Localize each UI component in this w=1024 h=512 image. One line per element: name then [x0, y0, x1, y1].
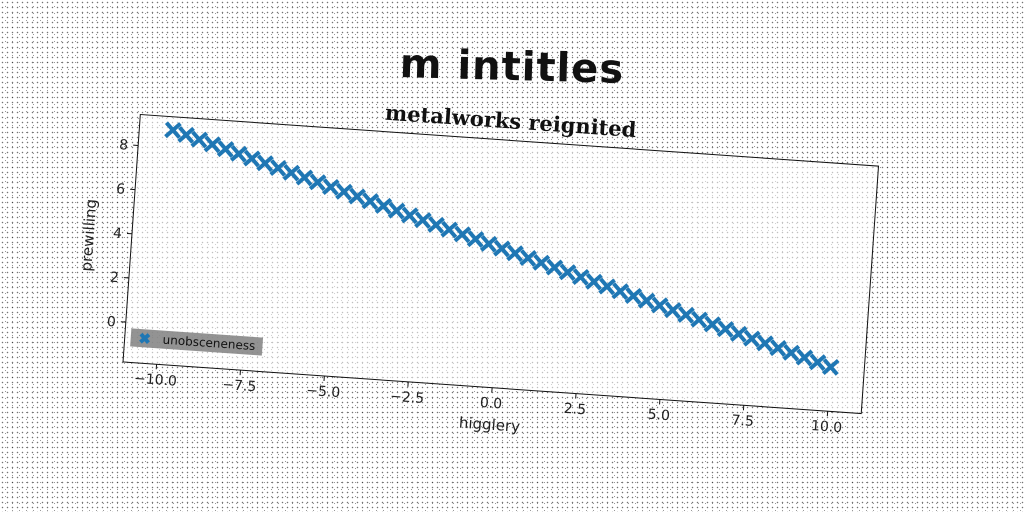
- legend: unobsceneness: [130, 328, 264, 356]
- data-point: [466, 230, 485, 248]
- data-point: [295, 168, 314, 187]
- data-point: [650, 296, 669, 315]
- data-point: [229, 145, 248, 163]
- x-tick-label: −5.0: [306, 383, 341, 401]
- data-point: [427, 216, 445, 234]
- data-point: [611, 282, 630, 300]
- data-point: [690, 310, 708, 329]
- data-point: [585, 272, 603, 291]
- legend-marker: [139, 332, 151, 344]
- data-point: [216, 140, 235, 158]
- plot-area: [122, 113, 880, 415]
- data-point: [440, 220, 459, 239]
- data-point: [374, 197, 393, 215]
- x-tick-label: −10.0: [133, 371, 177, 390]
- x-tick-label: −2.5: [390, 389, 425, 407]
- data-point: [821, 358, 840, 376]
- data-point: [532, 253, 551, 272]
- y-tick-label: 0: [106, 314, 116, 331]
- data-point: [703, 315, 722, 334]
- y-tick-label: 8: [119, 137, 129, 154]
- legend-label: unobsceneness: [162, 333, 256, 353]
- data-point: [414, 211, 432, 229]
- data-point: [637, 291, 656, 310]
- legend-box: [130, 328, 264, 356]
- data-point: [177, 126, 195, 144]
- data-point: [256, 154, 274, 173]
- data-point: [308, 173, 327, 192]
- data-point: [598, 277, 616, 296]
- data-point: [322, 178, 340, 196]
- data-point: [558, 263, 577, 282]
- x-tick-label: 2.5: [563, 401, 586, 419]
- data-point: [782, 344, 801, 362]
- data-point: [756, 334, 774, 353]
- data-point: [795, 348, 814, 367]
- data-series: [164, 121, 840, 376]
- y-tick-label: 2: [109, 270, 119, 287]
- x-tick-label: −7.5: [222, 377, 257, 395]
- y-axis-label: prewilling: [77, 198, 100, 272]
- data-point: [400, 206, 419, 225]
- data-point: [572, 268, 590, 286]
- y-tick-label: 4: [112, 225, 122, 242]
- data-point: [348, 187, 366, 206]
- data-point: [243, 149, 261, 168]
- data-point: [164, 121, 182, 139]
- data-point: [716, 320, 735, 338]
- data-point: [729, 325, 748, 343]
- data-point: [453, 225, 472, 244]
- y-tick-label: 6: [116, 181, 126, 198]
- data-point: [493, 239, 511, 258]
- legend-marker-icon: [139, 332, 151, 344]
- data-point: [506, 244, 524, 263]
- data-point: [387, 201, 406, 220]
- data-point: [808, 353, 827, 372]
- x-tick-label: 7.5: [731, 413, 754, 431]
- data-point: [769, 339, 787, 357]
- x-tick-label: 5.0: [647, 407, 670, 425]
- x-axis: −10.0 −7.5 −5.0 −2.5 0.0 2.5 5.0 7.5 10.0: [133, 364, 843, 436]
- data-point: [269, 159, 287, 177]
- data-point: [282, 163, 301, 182]
- data-point: [335, 182, 353, 201]
- data-point: [203, 135, 222, 154]
- data-point: [361, 192, 380, 210]
- data-point: [743, 329, 761, 348]
- data-point: [190, 130, 209, 149]
- data-point: [545, 258, 564, 277]
- data-point: [519, 249, 537, 267]
- x-tick-label: 0.0: [479, 395, 502, 413]
- data-point: [664, 301, 682, 319]
- data-point: [677, 306, 695, 324]
- data-point: [624, 287, 643, 305]
- x-tick-label: 10.0: [810, 418, 842, 436]
- data-point: [479, 235, 498, 253]
- y-axis: 0 2 4 6 8: [106, 137, 139, 331]
- x-axis-label: higglery: [458, 414, 520, 436]
